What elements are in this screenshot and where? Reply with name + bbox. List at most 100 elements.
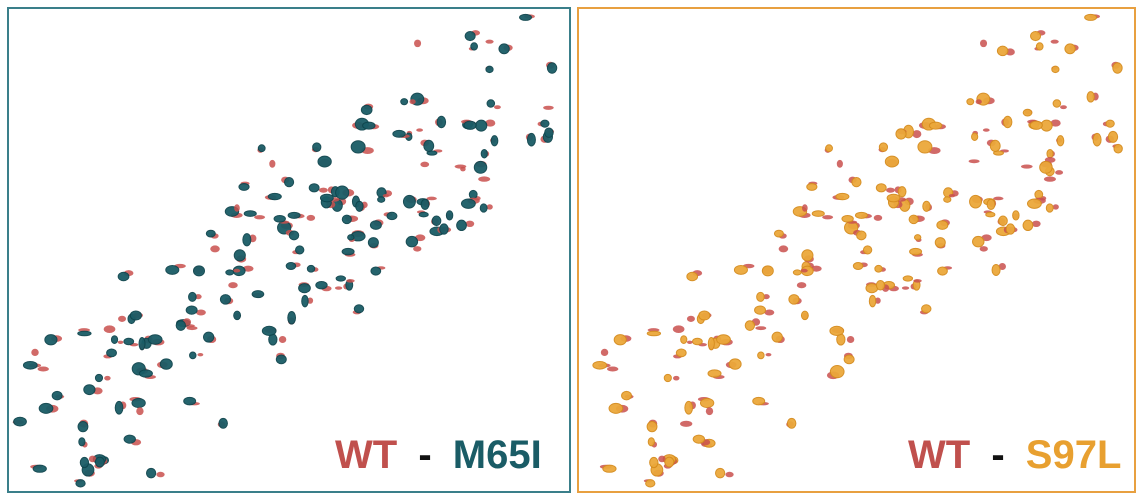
peak [673, 325, 685, 333]
peak [410, 99, 416, 104]
peak [913, 279, 921, 282]
peak [716, 468, 725, 478]
peak [268, 193, 281, 199]
peak [130, 311, 141, 320]
peak [115, 401, 123, 414]
peak [541, 120, 549, 127]
peak [351, 141, 365, 153]
peak [1023, 109, 1032, 116]
peak [370, 221, 381, 230]
peak [914, 235, 920, 240]
separator: - [418, 433, 431, 477]
peak [234, 204, 240, 212]
peak [124, 435, 135, 443]
peak [52, 391, 62, 400]
peak [33, 465, 46, 472]
peak [228, 282, 237, 288]
peak [210, 245, 220, 252]
peak [124, 338, 134, 345]
peak [84, 385, 95, 395]
peak [687, 272, 698, 280]
peak [23, 361, 37, 369]
peak [421, 199, 429, 209]
peak [193, 266, 204, 276]
peak [346, 279, 354, 282]
peak [354, 305, 363, 313]
peak [190, 352, 196, 359]
peak [1006, 224, 1015, 234]
peak [972, 133, 978, 140]
peak [938, 267, 948, 275]
peak [269, 160, 275, 168]
peak [189, 292, 197, 301]
peak [485, 40, 493, 44]
peak [356, 201, 363, 211]
peak [708, 337, 714, 349]
peak [1113, 63, 1122, 73]
peak [1047, 149, 1053, 157]
peak [1013, 211, 1019, 220]
peak [299, 284, 311, 293]
peak [855, 212, 867, 218]
peak [446, 211, 452, 220]
peak [118, 341, 124, 344]
peak [401, 99, 408, 105]
peak [1021, 164, 1033, 168]
peak [342, 215, 351, 223]
peak [284, 177, 293, 186]
peak [363, 122, 375, 129]
peak [226, 270, 234, 275]
peak [918, 141, 932, 153]
peak [685, 401, 693, 414]
peak [836, 193, 849, 199]
peak [545, 128, 554, 137]
peak [1053, 100, 1061, 107]
peak [276, 355, 286, 364]
peak [286, 263, 296, 270]
reference-label: WT [335, 433, 397, 477]
peak [898, 187, 906, 197]
peak [929, 122, 941, 129]
peak [14, 417, 27, 426]
peak [313, 143, 321, 152]
peak [239, 183, 249, 190]
peak [480, 204, 487, 212]
peak [136, 407, 143, 415]
peak [766, 353, 772, 356]
peak [387, 212, 397, 219]
peak [118, 316, 126, 322]
peak [471, 43, 478, 50]
peak [779, 245, 789, 252]
peak [757, 292, 765, 301]
peak [758, 352, 764, 359]
peak [922, 305, 931, 313]
peak [944, 197, 951, 203]
peak [1044, 176, 1056, 181]
peak [1085, 14, 1097, 20]
peak [700, 398, 713, 407]
peak [680, 421, 692, 427]
peak [416, 128, 423, 131]
peak [139, 370, 152, 377]
peak [336, 186, 349, 199]
peak [844, 355, 854, 364]
peak [1114, 144, 1122, 153]
peak [1027, 199, 1041, 208]
peak [487, 100, 495, 107]
peak [699, 311, 710, 320]
peak [481, 149, 487, 157]
peak [967, 99, 974, 105]
peak [609, 403, 623, 413]
peak [274, 215, 285, 222]
peak [1030, 121, 1042, 129]
peak [876, 281, 884, 290]
peak [717, 335, 731, 344]
peak [693, 338, 703, 345]
peak [789, 295, 799, 304]
peak [320, 194, 333, 202]
peak [139, 337, 145, 349]
peak [307, 215, 316, 221]
peak [316, 281, 327, 288]
peak [203, 332, 213, 342]
peak [78, 331, 91, 336]
